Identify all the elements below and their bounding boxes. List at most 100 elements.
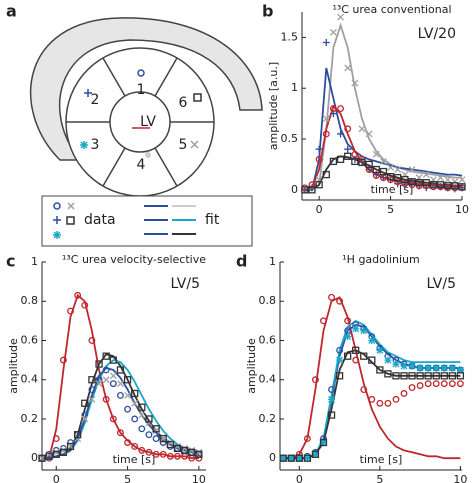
x-tick-label: 0 <box>316 203 323 216</box>
rv-wall <box>30 17 263 161</box>
panel-label: c <box>6 252 15 271</box>
data-point <box>344 333 352 341</box>
legend: data fit <box>41 195 253 247</box>
data-point <box>116 429 124 437</box>
data-point <box>138 411 146 419</box>
data-point <box>131 415 139 423</box>
data-point <box>188 448 196 456</box>
icon <box>145 152 151 158</box>
data-point <box>166 452 174 460</box>
data-point <box>74 435 82 443</box>
data-point <box>329 157 338 166</box>
data-point <box>159 439 167 446</box>
data-point <box>59 446 67 454</box>
data-point <box>365 166 373 173</box>
legend-marker <box>53 202 61 210</box>
icon <box>84 89 92 97</box>
data-point <box>315 181 323 189</box>
data-point <box>295 454 303 462</box>
data-point <box>102 352 110 360</box>
data-point <box>360 386 368 393</box>
y-tick-label: 0.5 <box>281 132 299 145</box>
data-point <box>328 293 335 301</box>
data-point <box>358 158 366 167</box>
data-point <box>360 327 368 335</box>
data-point <box>336 297 344 305</box>
data-point <box>444 176 452 184</box>
data-point <box>415 179 423 187</box>
legend-label: fit <box>205 212 220 228</box>
legend-line <box>144 205 168 235</box>
y-tick-label: 0.4 <box>259 373 277 386</box>
data-point <box>287 454 295 462</box>
y-axis-label: amplitude <box>245 338 258 394</box>
data-point <box>448 380 456 388</box>
data-point <box>145 419 153 427</box>
data-point <box>328 386 335 393</box>
data-point <box>109 372 117 380</box>
y-tick-label: 0.6 <box>21 333 39 346</box>
segment-lines <box>66 57 214 187</box>
data-point <box>456 372 465 380</box>
data-point <box>295 454 303 462</box>
data-point <box>352 325 360 333</box>
data-point <box>88 386 96 393</box>
data-point <box>166 439 174 446</box>
data-point <box>444 182 452 190</box>
chart-title: ¹H gadolinium <box>342 253 419 266</box>
data-point <box>287 454 295 462</box>
data-point <box>416 372 424 380</box>
annotation: LV/5 <box>427 276 456 292</box>
data-point <box>351 157 359 166</box>
data-point <box>124 405 132 413</box>
data-point <box>322 115 330 123</box>
y-tick-label: 1 <box>31 255 38 268</box>
data-point <box>368 395 376 403</box>
data-point <box>352 356 360 364</box>
data-point <box>159 435 167 443</box>
data-point <box>124 391 132 399</box>
data-point <box>315 155 323 163</box>
data-point <box>336 155 345 164</box>
data-point <box>432 364 440 372</box>
chart-title: ¹³C urea conventional <box>332 3 451 16</box>
data-point <box>67 442 74 450</box>
data-point <box>384 399 392 407</box>
x-tick-label: 5 <box>124 473 131 483</box>
y-tick-label: 0 <box>31 451 38 464</box>
data-point <box>408 178 416 186</box>
data-point <box>174 452 181 460</box>
data-point <box>400 362 408 370</box>
y-tick-label: 0.4 <box>21 373 39 386</box>
data-point <box>152 450 160 458</box>
data-point <box>365 130 373 138</box>
data-point <box>152 425 160 433</box>
icon <box>190 140 199 149</box>
data-point <box>152 435 160 443</box>
y-tick-label: 0.2 <box>21 412 39 425</box>
data-point <box>67 439 74 446</box>
data-point <box>195 450 203 458</box>
fit-line <box>283 296 461 460</box>
data-point <box>322 170 330 179</box>
data-point <box>116 380 124 388</box>
panel-label: b <box>262 2 273 21</box>
y-tick-label: 0.8 <box>21 294 39 307</box>
data-point <box>131 399 139 407</box>
data-point <box>422 171 430 179</box>
data-point <box>451 178 459 186</box>
data-point <box>384 356 392 364</box>
chart-title: ¹³C urea velocity-selective <box>62 253 206 266</box>
data-point <box>195 448 203 456</box>
data-point <box>335 372 344 380</box>
data-point <box>400 372 408 380</box>
data-point <box>424 372 432 380</box>
data-point <box>432 380 440 388</box>
segment-label: 3 <box>91 137 100 153</box>
data-point <box>327 411 336 419</box>
heart-diagram: a 1 2 3 4 5 6 LV <box>6 2 263 197</box>
data-point <box>379 157 387 165</box>
data-point <box>344 145 352 153</box>
data-point <box>88 395 96 403</box>
